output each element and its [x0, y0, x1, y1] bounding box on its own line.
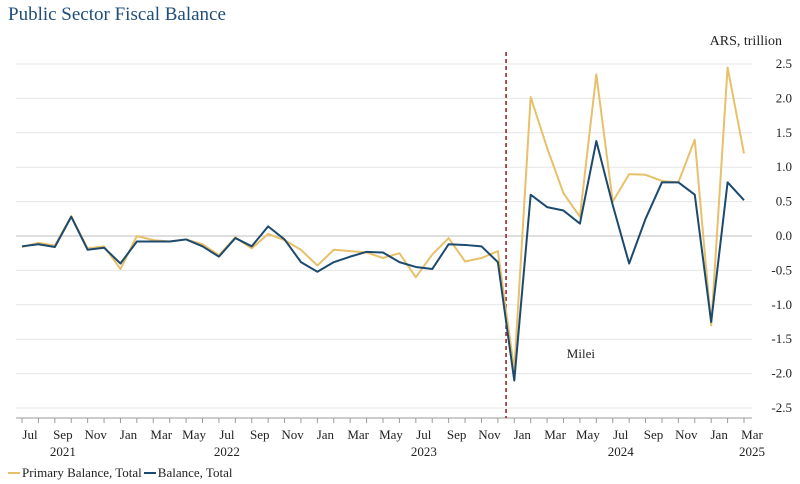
x-tick-label: Mar: [347, 427, 369, 442]
x-year-label: 2022: [214, 444, 240, 459]
y-tick-label: 2.0: [776, 90, 792, 105]
legend: Primary Balance, Total Balance, Total: [8, 465, 234, 481]
legend-item-balance: Balance, Total: [143, 465, 233, 481]
legend-swatch-balance: [143, 472, 156, 474]
x-tick-label: Nov: [675, 427, 698, 442]
x-tick-label: Sep: [53, 427, 73, 442]
x-tick-label: May: [576, 427, 600, 442]
y-tick-label: 2.5: [776, 56, 792, 71]
series-line-balance: [21, 140, 745, 382]
series-line-primary-balance: [21, 66, 745, 372]
gridlines: [16, 63, 752, 409]
chart-title: Public Sector Fiscal Balance: [8, 4, 226, 25]
y-tick-label: -2.5: [771, 400, 792, 415]
y-tick-label: -0.5: [771, 262, 792, 277]
x-tick-label: Nov: [84, 427, 107, 442]
x-year-label: 2024: [608, 444, 635, 459]
x-year-label: 2021: [50, 444, 76, 459]
x-axis-ticks: Jul Sep Nov Jan Mar May Jul Sep Nov Jan Mar May Jul S…: [21, 418, 765, 459]
x-tick-label: Sep: [447, 427, 467, 442]
x-tick-label: Sep: [644, 427, 664, 442]
x-tick-label: Jul: [22, 427, 38, 442]
y-axis-ticks: 2.5 2.0 1.5 1.0 0.5 0.0 -0.5 -1.0 -1.5 -2.0 -2.5: [771, 56, 792, 415]
x-tick-label: Nov: [281, 427, 304, 442]
x-year-label: 2023: [411, 444, 437, 459]
x-tick-label: Mar: [544, 427, 566, 442]
series-lines: [21, 66, 745, 382]
x-tick-label: Jul: [416, 427, 432, 442]
x-tick-label: Sep: [250, 427, 270, 442]
legend-label-primary: Primary Balance, Total: [22, 465, 142, 480]
x-tick-label: Nov: [478, 427, 501, 442]
x-tick-label: Jan: [514, 427, 532, 442]
x-tick-label: Jul: [219, 427, 235, 442]
x-tick-label: Jan: [317, 427, 335, 442]
x-tick-label: Jan: [711, 427, 729, 442]
legend-item-primary: Primary Balance, Total: [8, 465, 142, 481]
y-tick-label: -1.5: [771, 331, 792, 346]
y-tick-label: -1.0: [771, 297, 792, 312]
milei-annotation: Milei: [567, 346, 596, 361]
x-tick-label: May: [379, 427, 403, 442]
x-tick-label: May: [182, 427, 206, 442]
legend-swatch-primary: [8, 472, 20, 474]
x-tick-label: Mar: [741, 427, 763, 442]
legend-label-balance: Balance, Total: [157, 465, 233, 480]
x-tick-label: Mar: [150, 427, 172, 442]
y-tick-label: 1.0: [776, 159, 792, 174]
x-tick-label: Jan: [120, 427, 138, 442]
x-tick-label: Jul: [613, 427, 629, 442]
y-tick-label: 1.5: [776, 125, 792, 140]
x-year-label: 2025: [739, 444, 765, 459]
y-axis-unit-label: ARS, trillion: [709, 34, 782, 49]
y-tick-label: 0.5: [776, 194, 792, 209]
y-tick-label: -2.0: [771, 366, 792, 381]
y-tick-label: 0.0: [776, 228, 792, 243]
